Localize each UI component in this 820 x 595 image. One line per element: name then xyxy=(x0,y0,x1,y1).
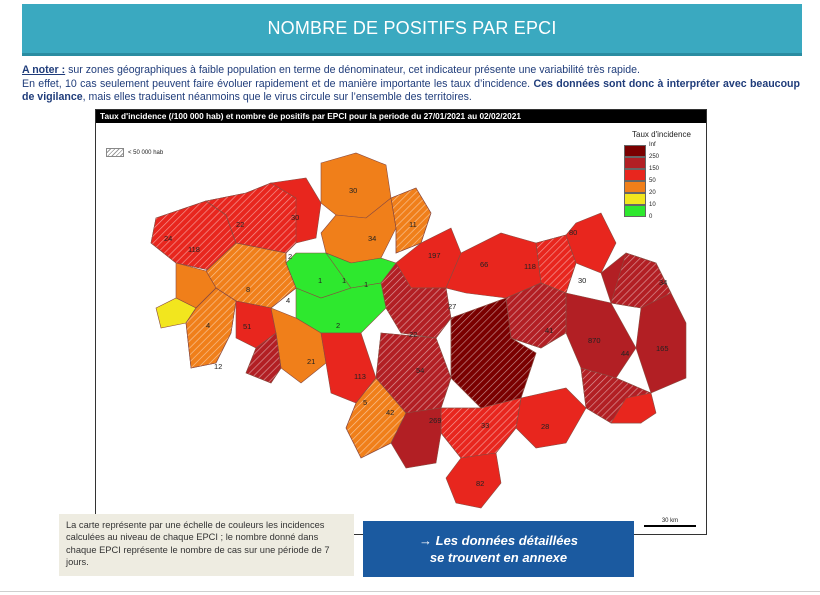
legend-swatch xyxy=(624,157,646,169)
legend-row: 150 xyxy=(624,166,704,181)
epci-region xyxy=(270,177,322,244)
map-count: 54 xyxy=(416,366,424,375)
legend-swatch xyxy=(624,181,646,193)
annex-callout-line-1: → Les données détaillées xyxy=(419,533,578,548)
map-title: Taux d'incidence (/100 000 hab) et nombr… xyxy=(96,110,706,123)
legend-value: 50 xyxy=(649,178,656,184)
header-banner: NOMBRE DE POSITIFS PAR EPCI xyxy=(22,4,802,56)
map-count: 27 xyxy=(448,302,456,311)
note-text-2: En effet, 10 cas seulement peuvent faire… xyxy=(22,77,534,90)
map-count: 21 xyxy=(307,357,315,366)
map-count: 33 xyxy=(481,421,489,430)
note-lead: A noter : xyxy=(22,64,66,76)
map-count: 22 xyxy=(236,220,244,229)
legend-row: 10 xyxy=(624,202,704,217)
legend-title: Taux d'incidence xyxy=(632,130,691,139)
legend-value: 20 xyxy=(649,190,656,196)
legend-row: 20 xyxy=(624,190,704,205)
scale-bar: 30 km xyxy=(644,518,696,527)
epci-region xyxy=(450,297,537,409)
epci-region xyxy=(515,387,587,449)
map-count: 197 xyxy=(428,251,441,260)
legend-value: Inf xyxy=(649,142,656,148)
map-count: 113 xyxy=(354,372,366,381)
map-count: 24 xyxy=(164,234,172,243)
legend-value: 250 xyxy=(649,154,660,160)
legend-row: 250 xyxy=(624,154,704,169)
warning-note: A noter : sur zones géographiques à faib… xyxy=(22,64,800,105)
map-count: 1 xyxy=(342,276,346,285)
hatch-legend: < 50 000 hab xyxy=(106,148,163,157)
map-count: 1 xyxy=(318,276,322,285)
epci-region xyxy=(610,392,657,424)
map-count: 11 xyxy=(409,220,417,229)
map-count: 28 xyxy=(541,422,549,431)
map-count: 118 xyxy=(524,262,536,271)
legend-swatch xyxy=(624,145,646,157)
scale-line xyxy=(644,525,696,527)
epci-region xyxy=(245,332,282,384)
map-count: 12 xyxy=(214,362,222,371)
epci-region xyxy=(635,292,687,394)
map-frame: Taux d'incidence (/100 000 hab) et nombr… xyxy=(95,109,707,535)
epci-region xyxy=(535,234,577,294)
map-count: 2 xyxy=(288,252,292,261)
map-count: 51 xyxy=(243,322,251,331)
hatch-swatch xyxy=(106,148,124,157)
map-count: 66 xyxy=(480,260,488,269)
legend-swatch xyxy=(624,205,646,217)
hatch-label: < 50 000 hab xyxy=(128,149,164,156)
map-count: 41 xyxy=(545,326,553,335)
map-count: 870 xyxy=(588,336,601,345)
map-count: 4 xyxy=(286,296,290,305)
annex-callout-line-2: se trouvent en annexe xyxy=(429,550,568,565)
page-title: NOMBRE DE POSITIFS PAR EPCI xyxy=(267,18,557,38)
legend-value: 0 xyxy=(649,214,653,220)
map-count: 1 xyxy=(364,280,368,289)
legend-spacer xyxy=(624,217,646,229)
map-count: 4 xyxy=(206,321,210,330)
bottom-divider xyxy=(0,591,820,592)
epci-region xyxy=(440,397,522,459)
legend-swatch xyxy=(624,193,646,205)
map-caption: La carte représente par une échelle de c… xyxy=(59,514,354,576)
map-count: 8 xyxy=(246,285,250,294)
scale-label: 30 km xyxy=(661,518,679,524)
note-bold: Ces données sont donc à interpréter avec… xyxy=(22,77,800,104)
map-count: 80 xyxy=(569,228,577,237)
map-count: 44 xyxy=(621,349,629,358)
map-count: 30 xyxy=(349,186,357,195)
map-count: 22 xyxy=(409,330,417,339)
map-count: 2 xyxy=(336,321,340,330)
map-count: 42 xyxy=(386,408,394,417)
legend-value: 10 xyxy=(649,202,656,208)
map-count: 30 xyxy=(578,276,586,285)
legend-swatch xyxy=(624,169,646,181)
legend-row: 50 xyxy=(624,178,704,193)
legend-row: Inf xyxy=(624,142,704,157)
map-count-labels: 24 118 22 30 30 34 11 2 8 4 1 1 1 2 4 51… xyxy=(164,186,669,488)
legend-row: 0 xyxy=(624,214,704,229)
epci-region xyxy=(185,287,237,369)
epci-region xyxy=(445,452,502,509)
map-count: 82 xyxy=(476,479,484,488)
map-count: 30 xyxy=(291,213,299,222)
map-count: 118 xyxy=(188,245,200,254)
map-count: 34 xyxy=(659,278,667,287)
legend-value: 150 xyxy=(649,166,660,172)
note-text-1: sur zones géographiques à faible populat… xyxy=(65,64,640,76)
map-count: 34 xyxy=(368,234,376,243)
brittany-map: 24 118 22 30 30 34 11 2 8 4 1 1 1 2 4 51… xyxy=(150,152,687,509)
annex-callout: → Les données détaillées se trouvent en … xyxy=(363,521,634,577)
note-text-3: , mais elles traduisent néanmoins que le… xyxy=(82,91,472,103)
epci-region xyxy=(565,292,637,379)
epci-region xyxy=(345,377,407,459)
map-count: 269 xyxy=(429,416,442,425)
incidence-legend: Taux d'incidence Inf 250 150 50 20 10 0 xyxy=(624,130,704,229)
map-count: 165 xyxy=(656,344,669,353)
map-count: 5 xyxy=(363,398,367,407)
